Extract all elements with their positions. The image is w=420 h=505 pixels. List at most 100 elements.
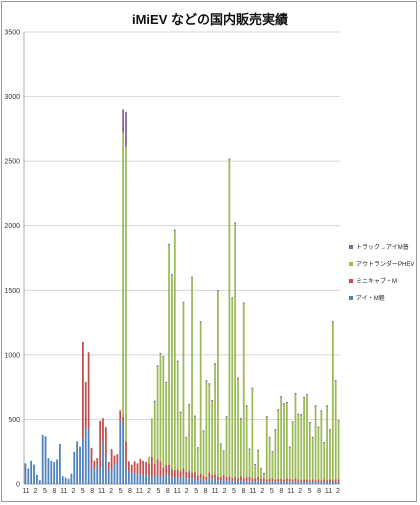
bar-segment (139, 474, 142, 484)
bar-segment (280, 396, 282, 398)
legend-item: トラック→アイM普 (349, 238, 419, 255)
bar-segment (188, 405, 191, 472)
bar-segment (285, 478, 288, 482)
bar-segment (125, 441, 127, 468)
bar-segment (188, 478, 191, 484)
bar-segment (59, 443, 61, 484)
bar-segment (257, 451, 260, 477)
bar-segment (122, 424, 124, 484)
bar-segment (228, 476, 231, 481)
bar-segment (248, 449, 251, 477)
bar-segment (122, 132, 124, 417)
bar-segment (162, 477, 165, 484)
bar-segment (191, 478, 193, 484)
bar-segment (214, 364, 216, 475)
bar-segment (185, 438, 188, 472)
bar-segment (306, 479, 308, 483)
y-tick-label: 2500 (4, 159, 20, 166)
bar-segment (38, 480, 41, 484)
bar-segment (225, 417, 228, 477)
bar-segment (156, 474, 159, 484)
bar-segment (176, 469, 179, 479)
x-tick-label: 2 (223, 488, 227, 495)
bar-segment (202, 431, 205, 476)
bar-segment (156, 365, 159, 367)
bar-segment (44, 436, 47, 484)
bar-segment (196, 447, 199, 449)
bar-segment (122, 109, 124, 133)
bar-segment (153, 400, 156, 402)
x-tick-label: 11 (249, 488, 256, 495)
bar-segment (139, 458, 142, 475)
y-tick-label: 3000 (4, 94, 20, 101)
y-tick-label: 500 (8, 417, 20, 424)
bar-segment (274, 429, 277, 431)
bar-segment (225, 480, 228, 484)
x-tick-label: 8 (241, 488, 245, 495)
bar-segment (173, 229, 176, 231)
bar-segment (199, 322, 202, 474)
bar-segment (331, 480, 334, 483)
x-tick-label: 11 (98, 488, 105, 495)
bar-segment (194, 415, 196, 417)
bar-segment (329, 482, 331, 484)
bar-segment (331, 322, 334, 481)
bar-segment (176, 360, 179, 362)
bar-segment (262, 473, 265, 475)
bar-segment (127, 461, 130, 472)
bar-segment (142, 474, 145, 484)
x-tick-label: 5 (308, 488, 312, 495)
bar-segment (73, 451, 76, 484)
bar-segment (188, 403, 191, 406)
bar-segment (254, 478, 257, 482)
bar-segment (228, 158, 231, 160)
bar-segment (283, 404, 285, 480)
bar-segment (176, 478, 179, 484)
bar-segment (99, 468, 102, 484)
bar-segment (314, 405, 317, 407)
legend-item: アウトランダーPHEV (349, 255, 419, 272)
bar-segment (107, 469, 110, 484)
bar-segment (182, 303, 185, 469)
bar-segment (133, 473, 136, 484)
bar-segment (245, 405, 248, 407)
bar-segment (182, 468, 185, 477)
bar-segment (283, 479, 285, 483)
bar-segment (274, 479, 277, 483)
bar-segment (127, 471, 130, 484)
bar-segment (90, 467, 93, 484)
bar-segment (214, 474, 216, 479)
bar-segment (159, 461, 162, 476)
bar-segment (317, 426, 320, 428)
bar-segment (153, 476, 156, 484)
bar-segment (337, 420, 340, 422)
bar-segment (191, 276, 193, 279)
bar-segment (148, 456, 150, 464)
bar-segment (205, 380, 208, 382)
bar-segment (104, 455, 107, 484)
bar-segment (317, 479, 320, 483)
legend-swatch (349, 295, 353, 300)
bar-segment (119, 410, 122, 420)
bar-segment (294, 481, 297, 484)
bar-segment (33, 464, 35, 484)
bar-segment (303, 479, 305, 483)
bar-segment (242, 481, 245, 484)
bar-segment (76, 441, 79, 484)
bar-segment (297, 414, 300, 480)
bar-segment (288, 478, 291, 482)
bar-segment (280, 478, 282, 482)
bar-segment (308, 422, 311, 424)
bar-segment (265, 482, 268, 484)
bar-segment (320, 411, 323, 481)
bar-segment (214, 478, 216, 484)
bar-segment (173, 230, 176, 470)
bar-segment (288, 447, 291, 479)
bar-segment (334, 479, 337, 483)
bar-segment (288, 481, 291, 484)
bar-segment (271, 452, 274, 479)
bar-segment (150, 456, 153, 477)
bar-segment (271, 481, 274, 484)
bar-segment (317, 427, 320, 480)
y-tick-label: 3500 (4, 30, 20, 37)
